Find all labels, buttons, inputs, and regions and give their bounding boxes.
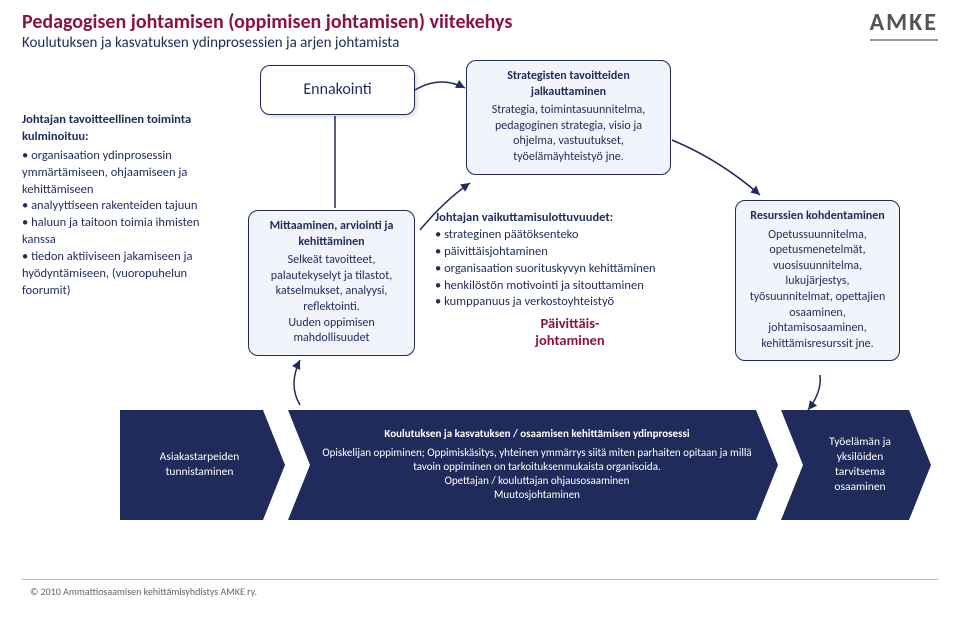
strat-title: Strategisten tavoitteiden jalkauttaminen — [477, 69, 660, 100]
johtaja-item: päivittäisjohtaminen — [435, 244, 705, 261]
chevron-tyoelaman: Työelämän ja yksilöiden tarvitsema osaam… — [781, 410, 931, 520]
johtaja-item: kumppanuus ja verkostoyhteistyö — [435, 294, 705, 311]
chevron-row: Asiakastarpeiden tunnistaminen Koulutuks… — [120, 410, 930, 520]
footer-text: © 2010 Ammattiosaamisen kehittämisyhdist… — [30, 585, 257, 598]
mitta-body2: Uuden oppimisen mahdollisuudet — [288, 316, 374, 346]
johtaja-item: organisaation suorituskyvyn kehittäminen — [435, 261, 705, 278]
johtaja-item: henkilöstön motivointi ja sitouttaminen — [435, 278, 705, 295]
chevron-asiakastarpeiden: Asiakastarpeiden tunnistaminen — [120, 410, 285, 520]
chev-b-body1: Opiskelijan oppiminen; Oppimiskäsitys, y… — [322, 446, 751, 473]
johtaja-title: Johtajan vaikuttamisulottuvuudet: — [435, 210, 705, 227]
left-item: haluun ja taitoon toimia ihmisten kanssa — [22, 215, 227, 249]
strategisten-box: Strategisten tavoitteiden jalkauttaminen… — [466, 60, 671, 175]
footer-divider — [22, 579, 938, 580]
left-item: organisaation ydinprosessin ymmärtämisee… — [22, 148, 227, 199]
resur-body: Opetussuunnitelma, opetusmenetelmät, vuo… — [750, 228, 886, 351]
mitta-title: Mittaaminen, arviointi ja kehittäminen — [259, 219, 404, 250]
strat-body: Strategia, toimintasuunnitelma, pedagogi… — [492, 103, 646, 164]
left-item: tiedon aktiiviseen jakamiseen ja hyödynt… — [22, 249, 227, 300]
johtaja-item: strateginen päätöksenteko — [435, 227, 705, 244]
chevron-ydinprosessi: Koulutuksen ja kasvatuksen / osaamisen k… — [288, 410, 778, 520]
daily-management-label: Päivittäis-johtaminen — [435, 315, 705, 348]
chev-b-body2: Opettajan / kouluttajan ohjausosaaminen — [445, 474, 630, 487]
left-item: analyyttiseen rakenteiden tajuun — [22, 198, 227, 215]
chev-b-title: Koulutuksen ja kasvatuksen / osaamisen k… — [318, 427, 756, 441]
page-subtitle: Koulutuksen ja kasvatuksen ydinprosessie… — [22, 34, 399, 52]
logo: AMKE — [870, 8, 938, 41]
mittaaminen-box: Mittaaminen, arviointi ja kehittäminen S… — [248, 210, 415, 356]
chev-b-body3: Muutosjohtaminen — [494, 488, 580, 501]
mitta-body: Selkeät tavoitteet, palautekyselyt ja ti… — [271, 253, 392, 314]
left-lead: Johtajan tavoitteellinen toiminta kulmin… — [22, 112, 191, 144]
left-text-block: Johtajan tavoitteellinen toiminta kulmin… — [22, 112, 227, 300]
ennakointi-box: Ennakointi — [260, 65, 415, 115]
resurssien-box: Resurssien kohdentaminen Opetussuunnitel… — [735, 200, 900, 361]
johtajan-block: Johtajan vaikuttamisulottuvuudet: strate… — [435, 210, 705, 349]
page-title: Pedagogisen johtamisen (oppimisen johtam… — [22, 10, 512, 34]
resur-title: Resurssien kohdentaminen — [746, 209, 889, 225]
